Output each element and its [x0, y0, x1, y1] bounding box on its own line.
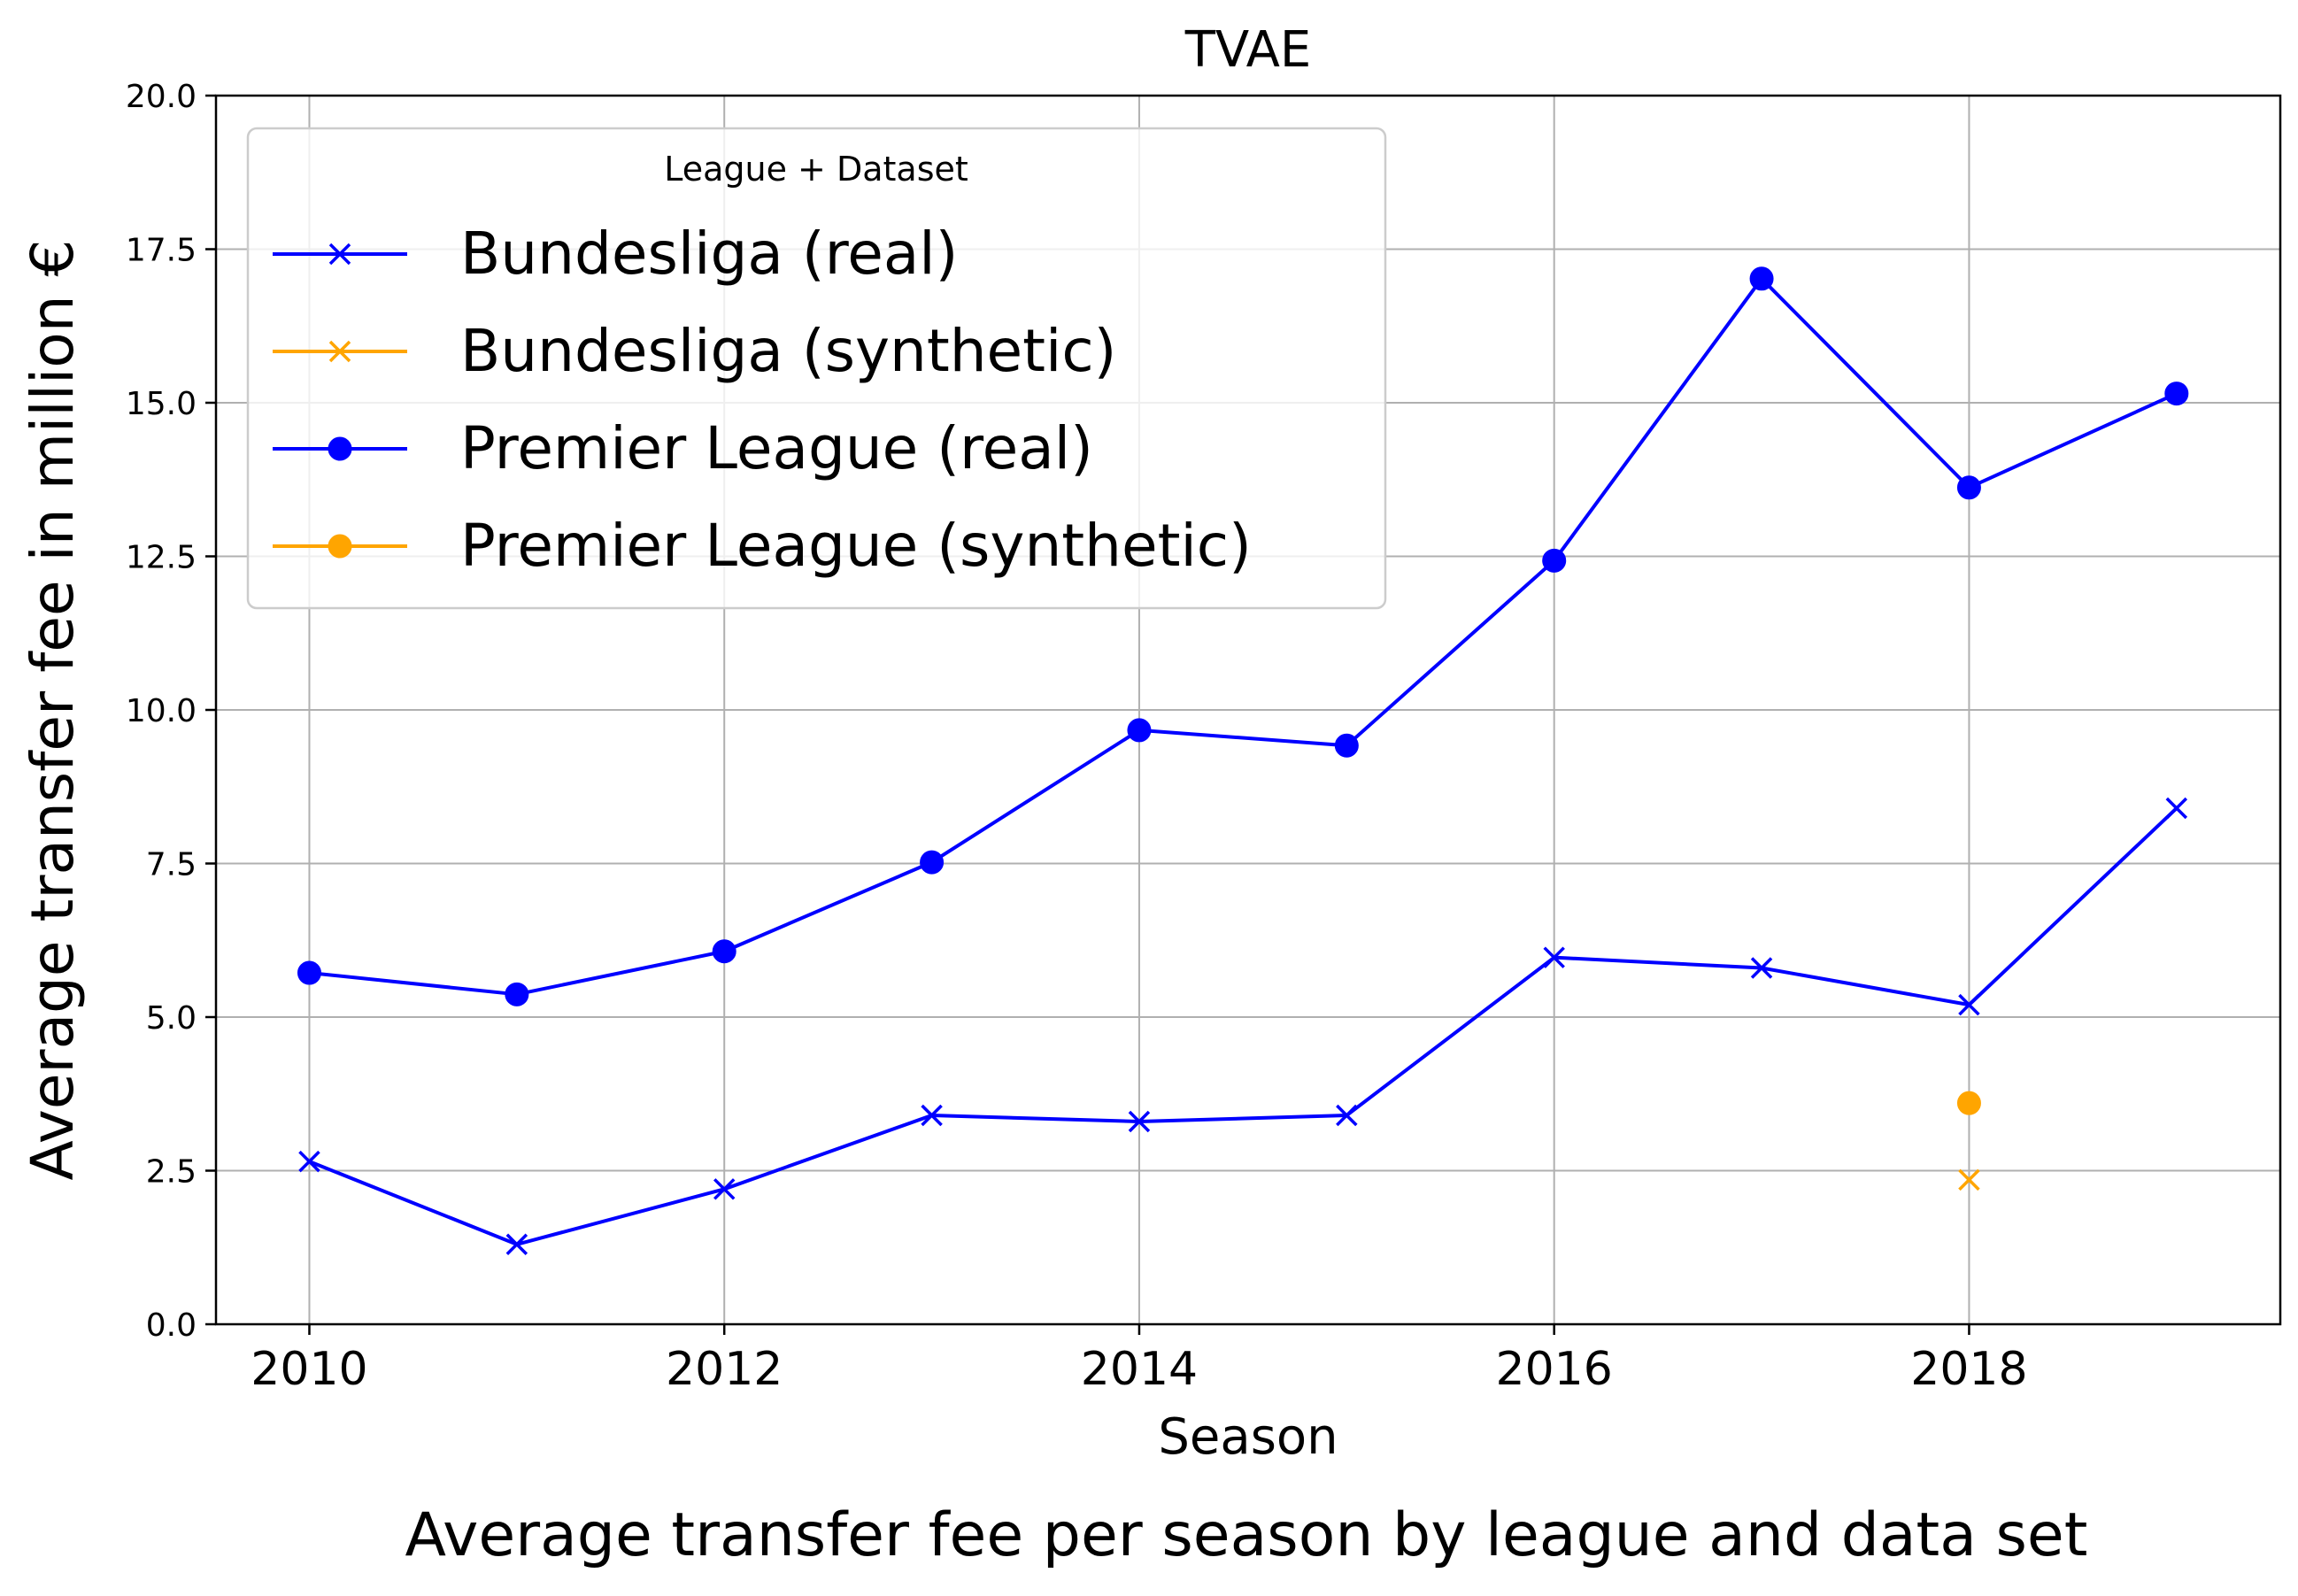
x-tick-label: 2012: [666, 1343, 783, 1396]
series-premier-league-synthetic: [1956, 1091, 1981, 1115]
x-axis-label: Season: [1158, 1408, 1338, 1466]
legend-label: Bundesliga (real): [460, 220, 958, 288]
x-tick-label: 2018: [1910, 1343, 2027, 1396]
legend-label: Bundesliga (synthetic): [460, 317, 1116, 385]
y-tick-label: 12.5: [126, 540, 197, 576]
y-tick-label: 5.0: [146, 1000, 197, 1037]
data-point-premier-league-real: [1127, 718, 1152, 743]
y-tick-label: 2.5: [146, 1154, 197, 1191]
data-point-bundesliga-real: [1543, 946, 1565, 968]
x-tick-label: 2016: [1496, 1343, 1613, 1396]
legend-entry: Premier League (real): [273, 414, 1093, 482]
data-point-premier-league-real: [1542, 548, 1567, 573]
series-premier-league-real: [297, 266, 2189, 1006]
series-layer: [297, 266, 2189, 1256]
figure-caption: Average transfer fee per season by leagu…: [405, 1500, 2088, 1570]
y-tick-label: 20.0: [126, 79, 197, 115]
y-tick-label: 0.0: [146, 1307, 197, 1344]
data-point-premier-league-real: [505, 982, 529, 1006]
legend-box: [246, 127, 1387, 610]
y-tick-label: 7.5: [146, 847, 197, 883]
legend-title: League + Dataset: [664, 150, 968, 189]
data-point-premier-league-real: [1956, 475, 1981, 500]
legend-entry: Premier League (synthetic): [273, 512, 1252, 580]
data-point-bundesliga-real: [1336, 1104, 1358, 1127]
data-point-bundesliga-real: [1958, 993, 1980, 1016]
legend-label: Premier League (synthetic): [460, 512, 1252, 580]
series-line-bundesliga-real: [308, 806, 2178, 1246]
data-point-bundesliga-real: [2165, 797, 2188, 820]
series-bundesliga-real: [298, 797, 2188, 1256]
y-tick-label: 17.5: [126, 233, 197, 269]
data-point-premier-league-synthetic: [1956, 1091, 1981, 1115]
data-point-premier-league-real: [920, 850, 945, 875]
data-point-bundesliga-real: [1128, 1110, 1151, 1133]
chart-title: TVAE: [1184, 21, 1312, 79]
x-tick-label: 2010: [251, 1343, 367, 1396]
legend: League + Dataset Bundesliga (real)Bundes…: [246, 127, 1387, 610]
data-point-bundesliga-real: [298, 1150, 320, 1173]
legend-entry: Bundesliga (synthetic): [273, 317, 1116, 385]
legend-marker: [328, 340, 351, 363]
legend-entry: Bundesliga (real): [273, 220, 958, 288]
data-point-premier-league-real: [1749, 266, 1774, 291]
data-point-premier-league-real: [2164, 382, 2189, 406]
y-axis-label: Average transfer fee in million €: [19, 239, 87, 1180]
x-tick-label: 2014: [1081, 1343, 1198, 1396]
y-tick-label: 15.0: [126, 386, 197, 422]
series-bundesliga-synthetic: [1958, 1168, 1980, 1191]
data-point-premier-league-real: [1334, 733, 1359, 758]
legend-marker: [328, 436, 352, 461]
data-point-bundesliga-real: [921, 1104, 943, 1127]
y-tick-label: 10.0: [126, 693, 197, 729]
data-point-bundesliga-real: [1750, 957, 1773, 979]
legend-marker: [328, 243, 351, 266]
legend-label: Premier League (real): [460, 414, 1093, 482]
legend-marker: [328, 534, 352, 559]
data-point-bundesliga-synthetic: [1958, 1168, 1980, 1191]
axes-ticks: 2010 2012 2014 2016 2018 0.0 2.5 5.0 7.5 10.0 12.5…: [126, 79, 2028, 1396]
data-point-bundesliga-real: [713, 1178, 736, 1200]
data-point-premier-league-real: [297, 960, 321, 985]
data-point-premier-league-real: [712, 939, 736, 964]
legend-entries: Bundesliga (real) Bundesliga (synthetic) P…: [273, 220, 1252, 580]
data-point-bundesliga-real: [505, 1233, 528, 1256]
series-line-premier-league-real: [309, 276, 2178, 997]
